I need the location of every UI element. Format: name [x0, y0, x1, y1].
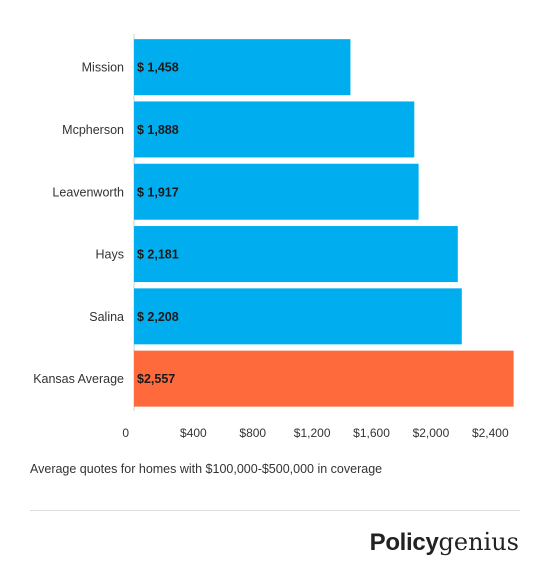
category-label-4: Hays [96, 248, 124, 262]
x-tick-label-7: $2,400 [472, 426, 509, 440]
data-label-3: $ 1,917 [137, 185, 179, 199]
category-label-6: Kansas Average [33, 372, 124, 386]
brand-logo-light: genius [438, 528, 519, 556]
x-tick-label-1: 0 [122, 426, 129, 440]
data-label-4: $ 2,181 [137, 248, 179, 262]
bar-5 [134, 288, 462, 345]
x-tick-label-6: $2,000 [413, 426, 450, 440]
bar-2 [134, 101, 415, 158]
data-label-2: $ 1,888 [137, 123, 179, 137]
x-tick-label-3: $800 [239, 426, 266, 440]
data-label-5: $ 2,208 [137, 310, 179, 324]
bar-6 [134, 350, 514, 407]
category-label-5: Salina [89, 310, 124, 324]
divider [30, 510, 520, 511]
chart-caption: Average quotes for homes with $100,000-$… [30, 462, 383, 476]
category-label-3: Leavenworth [52, 185, 124, 199]
data-label-6: $2,557 [137, 372, 175, 386]
data-label-1: $ 1,458 [137, 61, 179, 75]
brand-logo: Policygenius [370, 528, 519, 557]
bar-4 [134, 226, 458, 283]
category-label-2: Mcpherson [62, 123, 124, 137]
x-tick-label-5: $1,600 [353, 426, 390, 440]
bar-chart: Mission $ 1,458 Mcpherson $ 1,888 Leavenwort… [33, 34, 514, 440]
x-tick-label-4: $1,200 [294, 426, 331, 440]
bar-1 [134, 39, 351, 96]
brand-logo-strong: Policy [369, 529, 439, 556]
x-tick-label-2: $400 [180, 426, 207, 440]
category-label-1: Mission [82, 61, 124, 75]
bar-3 [134, 163, 419, 220]
